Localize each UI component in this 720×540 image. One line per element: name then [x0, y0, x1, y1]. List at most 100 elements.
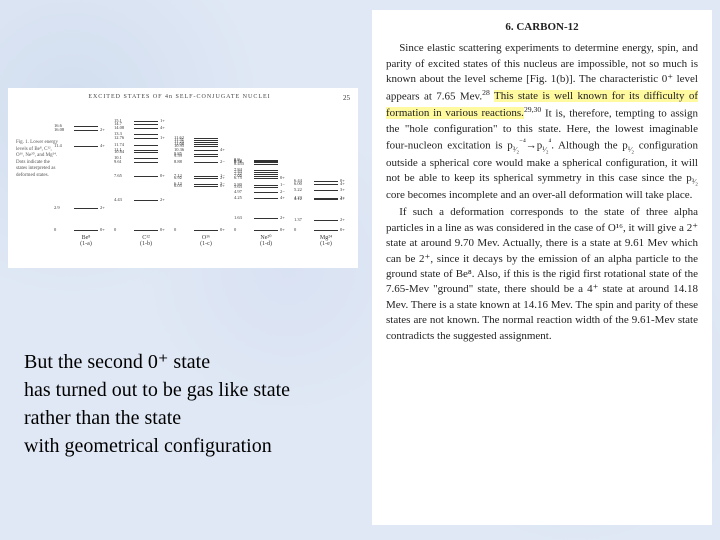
article-heading: 6. CARBON-12 [386, 20, 698, 35]
energy-level-line [194, 156, 218, 157]
energy-level-line [254, 187, 278, 188]
energy-level-line [254, 160, 278, 161]
energy-levels-figure: EXCITED STATES OF 4n SELF-CONJUGATE NUCL… [8, 88, 358, 268]
nucleus-column: 00+1.372+4.124+4.232+5.223+6.004+6.440+M… [302, 110, 350, 245]
energy-value: 0 [114, 227, 116, 232]
nucleus-label: Be⁸(1-a) [62, 235, 110, 247]
spin-parity: 3+ [340, 187, 345, 192]
energy-value: 0 [174, 227, 176, 232]
energy-value: 6.44 [294, 178, 302, 183]
energy-value: 15.1 [114, 118, 122, 123]
energy-level-line [194, 162, 218, 163]
energy-value: 13.3 [114, 131, 122, 136]
energy-value: 10.1 [114, 155, 122, 160]
nucleus-column: 00+6.050+6.133−6.922+7.121−8.882−9.599.8… [182, 110, 230, 245]
energy-level-line [134, 200, 158, 201]
energy-level-line [194, 150, 218, 151]
energy-level-line [314, 199, 338, 200]
spin-parity: 0+ [340, 178, 345, 183]
energy-level-line [134, 121, 158, 122]
spin-parity: 4+ [160, 125, 165, 130]
energy-level-line [74, 146, 98, 147]
spin-parity: 4+ [280, 195, 285, 200]
nucleus-column: 00+2.92+11.44+16.082+16.6Be⁸(1-a) [62, 110, 110, 245]
spin-parity: 0+ [280, 175, 285, 180]
spin-parity: 0+ [100, 227, 105, 232]
energy-value: 11.74 [114, 142, 124, 147]
slide-caption: But the second 0⁺ state has turned out t… [24, 348, 354, 460]
spin-parity: 0+ [160, 173, 165, 178]
energy-level-line [134, 230, 158, 231]
energy-value: 5.80 [234, 182, 242, 187]
energy-level-line [134, 128, 158, 129]
energy-level-line [254, 170, 278, 171]
energy-level-line [134, 145, 158, 146]
energy-level-line [194, 140, 218, 141]
energy-level-line [314, 190, 338, 191]
energy-value: 7.65 [114, 173, 122, 178]
energy-value: 4.25 [234, 195, 242, 200]
spin-parity: 0+ [280, 227, 285, 232]
energy-level-line [314, 181, 338, 182]
nucleus-label: O¹⁶(1-c) [182, 235, 230, 247]
energy-level-line [254, 178, 278, 179]
energy-level-line [134, 134, 158, 135]
caption-line-1: But the second 0⁺ state [24, 348, 354, 376]
energy-value: 11.4 [54, 143, 62, 148]
energy-value: 2.9 [54, 205, 60, 210]
levels-row: 00+2.92+11.44+16.082+16.6Be⁸(1-a)00+4.43… [62, 110, 350, 245]
spin-parity: 1− [220, 173, 225, 178]
spin-parity: 1+ [160, 135, 165, 140]
spin-parity: 0+ [340, 227, 345, 232]
energy-level-line [254, 174, 278, 175]
spin-parity: 2+ [280, 215, 285, 220]
energy-value: 5.22 [294, 187, 302, 192]
spin-parity: 2+ [100, 205, 105, 210]
energy-level-line [254, 172, 278, 173]
energy-level-line [74, 208, 98, 209]
energy-value: 7.12 [174, 173, 182, 178]
energy-level-line [134, 152, 158, 153]
nucleus-label: Mg²⁴(1-e) [302, 235, 350, 247]
spin-parity: 2+ [340, 195, 345, 200]
energy-level-line [194, 144, 218, 145]
spin-parity: 1− [280, 182, 285, 187]
energy-level-line [74, 230, 98, 231]
energy-level-line [254, 230, 278, 231]
nucleus-column: 00+4.432+7.650+9.6110.110.8411.111.7412.… [122, 110, 170, 245]
spin-parity: 0+ [160, 227, 165, 232]
page-number: 25 [343, 94, 350, 110]
spin-parity: 2− [220, 159, 225, 164]
figure-caption: Fig. 1. Lower energy levels of Be⁸, C¹²,… [16, 110, 58, 245]
energy-level-line [74, 130, 98, 131]
energy-level-line [254, 218, 278, 219]
article-panel: 6. CARBON-12 Since elastic scattering ex… [372, 10, 712, 525]
nucleus-column: 00+1.632+4.254+4.972−5.635.801−6.750+7.0… [242, 110, 290, 245]
energy-level-line [134, 138, 158, 139]
caption-line-3: rather than the state [24, 404, 354, 432]
energy-level-line [134, 124, 158, 125]
energy-level-line [254, 176, 278, 177]
energy-value: 1.37 [294, 217, 302, 222]
spin-parity: 2+ [160, 197, 165, 202]
article-para-2: If such a deformation corresponds to the… [386, 205, 698, 344]
energy-level-line [254, 192, 278, 193]
energy-value: 0 [54, 227, 56, 232]
energy-level-line [134, 176, 158, 177]
energy-value: 11.62 [174, 135, 184, 140]
energy-level-line [74, 126, 98, 127]
energy-level-line [134, 158, 158, 159]
figure-title: EXCITED STATES OF 4n SELF-CONJUGATE NUCL… [16, 94, 343, 100]
spin-parity: 4+ [220, 147, 225, 152]
energy-level-line [194, 154, 218, 155]
article-para-1: Since elastic scattering experiments to … [386, 41, 698, 203]
nucleus-label: Ne²⁰(1-d) [242, 234, 290, 247]
spin-parity: 0+ [220, 227, 225, 232]
energy-level-line [314, 184, 338, 185]
spin-parity: 2− [280, 189, 285, 194]
energy-level-line [254, 164, 278, 165]
energy-level-line [314, 198, 338, 199]
energy-value: 6.13 [174, 181, 182, 186]
caption-line-4: with geometrical configuration [24, 432, 354, 460]
energy-value: 0 [294, 227, 296, 232]
